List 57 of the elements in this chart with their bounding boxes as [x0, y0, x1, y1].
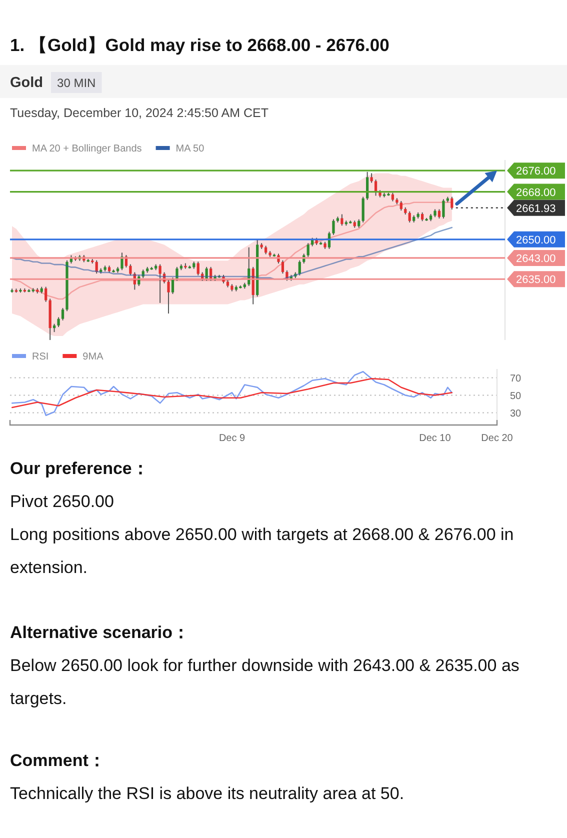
- candlestick: [176, 266, 178, 282]
- candlestick: [95, 260, 98, 274]
- text: Comment：: [10, 750, 106, 772]
- line-series: [11, 378, 453, 408]
- candlestick: [196, 261, 200, 276]
- legend-label: MA 50: [176, 144, 205, 154]
- text: Pivot 2650.00: [10, 491, 115, 513]
- text: Our preference：: [10, 458, 150, 480]
- y-tick-label: 70: [510, 373, 522, 384]
- y-tick-label: 30: [510, 408, 522, 420]
- text: Dec 20: [481, 433, 514, 444]
- candlestick: [450, 196, 454, 210]
- candlestick: [332, 218, 335, 236]
- y-tick-label: 50: [510, 390, 522, 402]
- y-tick-label: 2635.00: [516, 274, 556, 286]
- y-tick-label: 2661.93: [516, 202, 556, 215]
- y-tick-label: 2668.00: [516, 186, 556, 199]
- candlestick: [129, 264, 132, 276]
- candlestick: [167, 280, 170, 314]
- candlestick: [400, 200, 402, 212]
- candlestick: [205, 266, 208, 282]
- y-tick-label: 2650.00: [516, 234, 556, 246]
- text: Below 2650.00 look for further downside with 2643.00 & 2635.00 as targets.: [10, 655, 520, 710]
- candlestick: [362, 196, 364, 223]
- line-series: [11, 370, 453, 416]
- legend-label: 9MA: [82, 352, 104, 362]
- candlestick: [442, 198, 445, 219]
- y-tick-label: 2676.00: [516, 166, 556, 178]
- candlestick: [57, 316, 60, 328]
- legend-label: RSI: [32, 352, 49, 362]
- text: Long positions above 2650.00 with targets at 2668.00 & 2676.00 in extension.: [10, 524, 515, 579]
- x-tick-label: Dec 9: [218, 433, 246, 444]
- chart-title: 1. 【Gold】Gold may rise to 2668.00 - 2676.00: [10, 35, 390, 55]
- candlestick: [120, 252, 124, 271]
- text: 30 MIN: [57, 76, 96, 90]
- candlestick: [210, 266, 212, 282]
- text: Technically the RSI is above its neutrality area at 50.: [10, 783, 406, 805]
- text: Gold: [10, 75, 44, 91]
- candlestick: [306, 242, 310, 258]
- candlestick: [61, 307, 64, 321]
- candlestick: [298, 260, 301, 276]
- x-tick-label: Dec 10: [419, 433, 452, 444]
- candlestick: [281, 260, 284, 274]
- candlestick: [366, 171, 369, 200]
- chart-subtitle: Tuesday, December 10, 2024 2:45:50 AM CET: [10, 106, 269, 120]
- candlestick: [158, 264, 162, 304]
- y-tick-label: 2643.00: [516, 252, 556, 265]
- text: Alternative scenario：: [10, 622, 191, 644]
- candlestick: [171, 277, 174, 294]
- candlestick: [340, 214, 344, 226]
- candlestick: [408, 210, 411, 223]
- candlestick: [370, 172, 373, 184]
- candlestick: [438, 208, 441, 219]
- candlestick: [286, 270, 288, 282]
- legend-label: MA 20 + Bollinger Bands: [32, 144, 142, 154]
- candlestick: [374, 179, 378, 196]
- candlestick: [44, 286, 48, 302]
